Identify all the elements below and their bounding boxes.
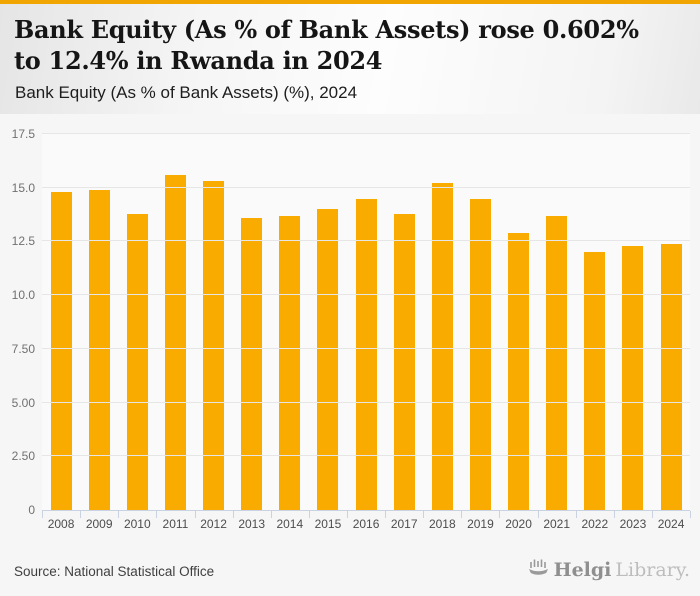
gridline <box>42 347 690 349</box>
x-axis-label: 2014 <box>276 517 304 531</box>
bar-2018 <box>431 183 453 510</box>
logo-text-bold: Helgi <box>553 559 612 581</box>
x-axis-label: 2019 <box>467 517 494 531</box>
axis-tick <box>423 511 425 518</box>
bar-2019 <box>469 198 491 510</box>
bar-slot <box>576 134 614 510</box>
y-axis-label: 12.5 <box>11 234 35 249</box>
axis-tick <box>461 511 463 518</box>
axis-tick <box>499 511 501 518</box>
bar-slot <box>118 134 156 510</box>
helgi-logo-icon <box>527 557 550 583</box>
x-axis-label: 2010 <box>123 517 151 531</box>
axis-tick <box>690 511 691 518</box>
y-axis-label: 17.5 <box>11 127 35 141</box>
bar-2014 <box>279 215 301 510</box>
bar-slot <box>271 134 309 510</box>
axis-tick <box>232 511 234 518</box>
bar-slot <box>652 134 690 510</box>
bar-2017 <box>393 213 415 510</box>
bar-2013 <box>241 217 263 510</box>
axis-tick <box>537 511 539 518</box>
x-axis-label: 2021 <box>543 517 571 531</box>
x-axis-label: 2022 <box>581 517 609 531</box>
gridline <box>42 240 690 242</box>
bar-slot <box>233 134 271 510</box>
x-axis-label: 2008 <box>47 517 75 531</box>
bar-slot <box>309 134 347 510</box>
x-axis-label: 2011 <box>162 517 189 531</box>
axis-tick <box>308 511 310 518</box>
bar-slot <box>80 134 118 510</box>
logo-text-light: Library. <box>615 559 690 581</box>
bar-slot <box>347 134 385 510</box>
x-axis-label: 2018 <box>428 517 456 531</box>
bar-2012 <box>203 181 225 510</box>
bar-slot <box>385 134 423 510</box>
x-axis-label: 2017 <box>390 517 418 531</box>
chart-header: Bank Equity (As % of Bank Assets) rose 0… <box>0 4 700 114</box>
x-axis-label: 2012 <box>200 517 227 531</box>
x-axis-label: 2013 <box>238 517 266 531</box>
bar-2022 <box>584 252 606 510</box>
gridline <box>42 133 690 134</box>
axis-tick <box>156 511 158 518</box>
bars-container <box>42 134 690 510</box>
y-axis-label: 7.50 <box>11 341 35 356</box>
y-axis-label: 10.0 <box>11 288 35 303</box>
bar-slot <box>42 134 80 510</box>
axis-tick <box>613 511 615 518</box>
axis-tick <box>346 511 348 518</box>
bar-slot <box>614 134 652 510</box>
bar-2009 <box>88 189 110 510</box>
axis-tick <box>194 511 196 518</box>
axis-tick <box>270 511 272 518</box>
bar-chart: 0 2.50 5.00 7.50 10.0 12.5 15.0 17.5 2008 2009 20… <box>0 113 700 540</box>
bar-2016 <box>355 198 377 510</box>
x-axis-label: 2023 <box>619 517 647 531</box>
axis-tick <box>385 511 387 518</box>
axis-tick <box>42 511 43 518</box>
y-axis-label: 0 <box>28 503 35 517</box>
chart-subtitle: Bank Equity (As % of Bank Assets) (%), 2… <box>15 83 358 103</box>
y-axis-label: 5.00 <box>11 395 35 410</box>
gridline <box>42 401 690 403</box>
chart-footer: Source: National Statistical Office Helg… <box>0 540 700 596</box>
y-axis-label: 15.0 <box>11 180 35 195</box>
bar-2021 <box>546 215 568 510</box>
y-axis-label: 2.50 <box>11 449 35 464</box>
gridline <box>42 294 690 296</box>
bar-2020 <box>508 232 530 510</box>
axis-tick <box>80 511 82 518</box>
plot-area <box>42 133 690 511</box>
x-axis: 2008 2009 2010 2011 2012 2013 2014 2015 2016 2017… <box>42 517 690 531</box>
bar-2015 <box>317 209 339 510</box>
bar-slot <box>461 134 499 510</box>
bar-slot <box>423 134 461 510</box>
bar-2023 <box>622 245 644 510</box>
axis-tick <box>118 511 120 518</box>
bar-2024 <box>660 243 682 510</box>
page-title: Bank Equity (As % of Bank Assets) rose 0… <box>14 15 639 75</box>
bar-slot <box>538 134 576 510</box>
axis-tick <box>651 511 653 518</box>
x-axis-label: 2016 <box>352 517 380 531</box>
bar-2010 <box>126 213 148 510</box>
gridline <box>42 186 690 188</box>
brand-accent-strip <box>0 0 700 4</box>
gridline <box>42 455 690 457</box>
helgi-library-logo: Helgi Library. <box>527 557 690 583</box>
bar-slot <box>156 134 194 510</box>
x-axis-label: 2024 <box>657 517 685 531</box>
bar-2011 <box>164 174 186 510</box>
bar-2008 <box>50 192 72 510</box>
x-axis-label: 2015 <box>314 517 342 531</box>
bar-slot <box>195 134 233 510</box>
source-note: Source: National Statistical Office <box>14 564 215 579</box>
axis-tick <box>575 511 577 518</box>
bar-slot <box>500 134 538 510</box>
x-axis-label: 2009 <box>85 517 113 531</box>
x-axis-label: 2020 <box>505 517 532 531</box>
